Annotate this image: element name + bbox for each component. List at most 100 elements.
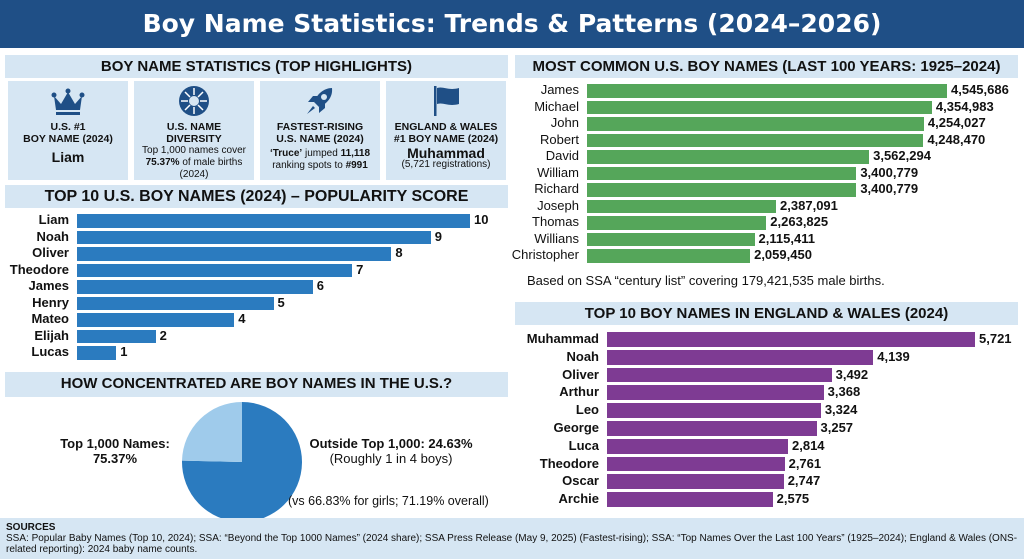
pie-label-top-1000: Top 1,000 Names: 75.37% — [50, 436, 180, 466]
bar-value-label: 4,254,027 — [927, 115, 986, 130]
bar — [587, 133, 924, 147]
bar-value-label: 3,400,779 — [860, 181, 919, 196]
card-text: jumped — [302, 148, 341, 159]
card-percent: 75.37% — [145, 157, 180, 168]
bar-value-label: 10 — [474, 212, 489, 227]
bar-label: Theodore — [9, 261, 69, 277]
bar-label: Oliver — [562, 366, 599, 382]
sources-footer: SOURCES SSA: Popular Baby Names (Top 10,… — [0, 518, 1024, 559]
pie-value: 75.37% — [92, 451, 138, 466]
card-rank: #991 — [345, 160, 368, 171]
card-text: of male births — [179, 157, 243, 168]
bar — [607, 438, 788, 454]
century-header: MOST COMMON U.S. BOY NAMES (LAST 100 YEA… — [515, 55, 1018, 78]
card-value: Liam — [51, 149, 85, 165]
bar — [77, 230, 431, 244]
bar-label: Lucas — [31, 344, 69, 359]
bar-label: Oscar — [562, 473, 599, 489]
bar-value-label: 3,562,294 — [873, 148, 931, 163]
page-title: Boy Name Statistics: Trends & Patterns (… — [0, 0, 1024, 48]
bar — [607, 332, 975, 347]
card-subtitle: DIVERSITY — [166, 133, 222, 145]
card-value: Muhammad — [407, 145, 485, 161]
pie-label-outside: Outside Top 1,000: 24.63% (Roughly 1 in … — [306, 436, 476, 466]
pie-slice-outside-top-1000 — [182, 402, 242, 462]
card-name: ‘Truce’ — [269, 148, 303, 159]
bar — [77, 247, 392, 261]
bar-label: George — [553, 420, 599, 435]
bar — [77, 313, 235, 327]
bar-value-label: 2,115,411 — [758, 230, 815, 246]
card-england-wales: ENGLAND & WALES #1 BOY NAME (2024) Muham… — [386, 81, 506, 180]
bar — [607, 421, 817, 436]
card-title: ENGLAND & WALES — [394, 121, 498, 133]
card-title: U.S. #1 — [50, 121, 86, 133]
highlights-header: BOY NAME STATISTICS (TOP HIGHLIGHTS) — [5, 55, 508, 78]
card-name-diversity: U.S. NAME DIVERSITY Top 1,000 names cove… — [134, 81, 254, 180]
top10-us-header: TOP 10 U.S. BOY NAMES (2024) – POPULARIT… — [5, 185, 508, 208]
bar — [77, 346, 117, 360]
bar-label: Muhammad — [526, 331, 599, 346]
bar — [587, 100, 932, 114]
bar-value-label: 1 — [120, 344, 128, 359]
pie-note: (Roughly 1 in 4 boys) — [329, 451, 453, 466]
bar-label: Archie — [558, 491, 599, 507]
bar-value-label: 2 — [159, 327, 167, 343]
card-us-number-one: U.S. #1 BOY NAME (2024) Liam — [8, 81, 128, 180]
bar — [77, 214, 470, 228]
card-text: ranking spots to — [272, 160, 346, 171]
bar — [587, 232, 755, 246]
bar-label: Thomas — [532, 214, 579, 229]
bar — [607, 456, 785, 472]
bar-value-label: 2,059,450 — [754, 247, 812, 262]
diversity-circle-icon — [134, 84, 254, 118]
bar-value-label: 4,248,470 — [927, 131, 986, 147]
bar-label: Leo — [575, 402, 599, 418]
bar — [587, 117, 924, 131]
bar — [607, 367, 832, 383]
bar-value-label: 4 — [238, 311, 246, 326]
bar-value-label: 2,263,825 — [770, 214, 829, 229]
bar — [607, 474, 784, 490]
bar-value-label: 8 — [395, 245, 403, 260]
bar — [77, 263, 353, 277]
bar — [607, 403, 821, 418]
card-title: FASTEST-RISING — [276, 121, 364, 133]
card-fastest-rising: FASTEST-RISING U.S. NAME (2024) ‘Truce’ … — [260, 81, 380, 180]
top10-us-chart: Liam 10 Noah 9 Oliver 8 Theodore 7 James 6 Henry 5 M… — [0, 212, 510, 362]
card-subtitle: U.S. NAME (2024) — [276, 133, 364, 145]
bar-value-label: 7 — [356, 261, 364, 277]
bar — [587, 183, 857, 197]
bar-label: Michael — [534, 98, 579, 114]
bar-label: Willians — [534, 230, 579, 246]
england-header: TOP 10 BOY NAMES IN ENGLAND & WALES (202… — [515, 302, 1018, 325]
bar-value-label: 2,575 — [776, 491, 810, 507]
bar-label: Luca — [568, 437, 599, 453]
bar-label: John — [550, 115, 579, 130]
bar-value-label: 2,747 — [787, 473, 821, 489]
pie-label: Top 1,000 Names: — [60, 436, 170, 451]
sources-text: SSA: Popular Baby Names (Top 10, 2024); … — [6, 533, 1018, 555]
bar-label: Arthur — [559, 384, 599, 400]
bar — [77, 329, 156, 343]
bar-value-label: 4,545,686 — [951, 82, 1009, 97]
bar-label: Noah — [36, 228, 70, 244]
bar-value-label: 2,387,091 — [780, 197, 838, 213]
bar-label: Henry — [32, 294, 69, 310]
bar-value-label: 4,354,983 — [935, 98, 994, 114]
bar-value-label: 2,814 — [792, 437, 825, 453]
pie-label: Outside Top 1,000: 24.63% — [309, 436, 473, 451]
bar-label: Theodore — [539, 455, 599, 471]
bar-label: Oliver — [32, 245, 69, 260]
bar-label: James — [28, 278, 69, 293]
bar-label: Noah — [566, 348, 600, 364]
bar — [587, 249, 751, 263]
bar-label: Richard — [534, 181, 579, 196]
sources-heading: SOURCES — [6, 522, 56, 533]
concentration-header: HOW CONCENTRATED ARE BOY NAMES IN THE U.… — [5, 372, 508, 397]
century-footnote: Based on SSA “century list” covering 179… — [527, 273, 885, 288]
bar-label: Elijah — [34, 327, 69, 343]
bar — [77, 280, 313, 294]
rocket-icon — [260, 84, 380, 118]
bar-value-label: 5 — [277, 294, 285, 310]
